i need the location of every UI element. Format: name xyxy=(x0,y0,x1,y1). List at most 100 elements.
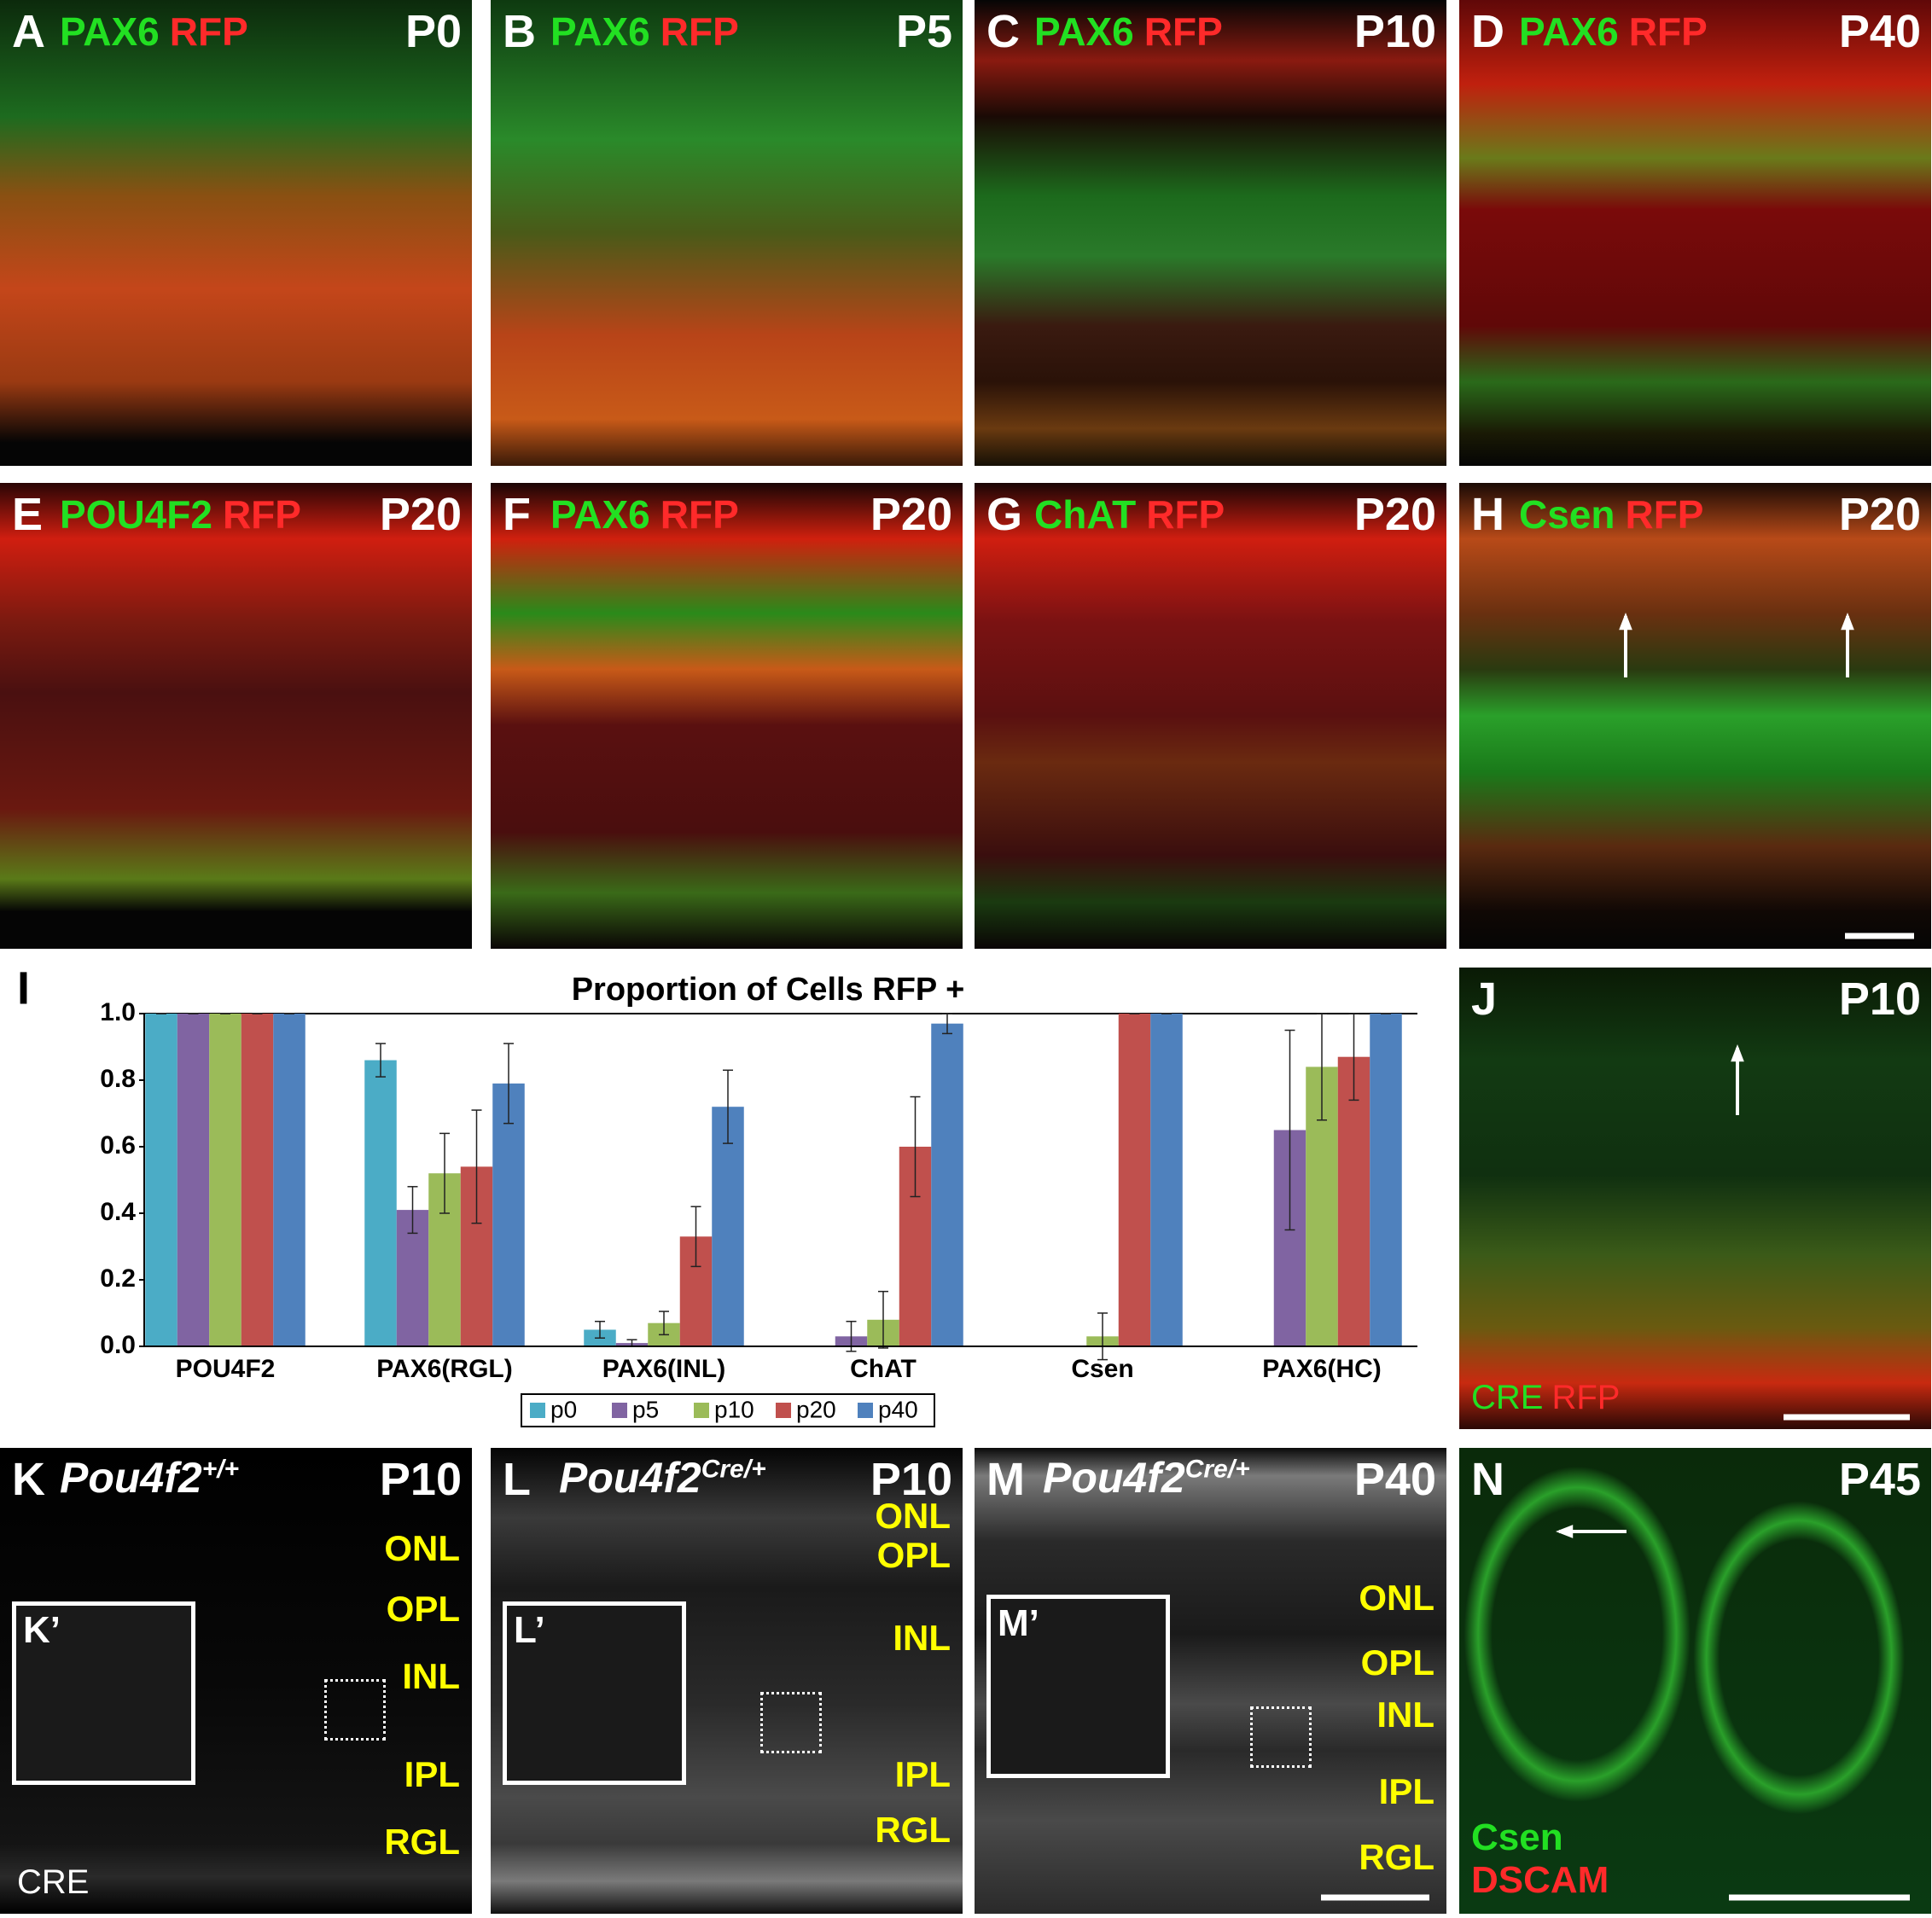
stage-label: P0 xyxy=(404,6,462,57)
genotype: Pou4f2+/+ xyxy=(60,1453,239,1502)
arrow-head xyxy=(1556,1525,1574,1538)
stain-labels: PAX6 RFP xyxy=(550,9,739,55)
legend-swatch xyxy=(776,1403,791,1418)
stain-labels: PAX6 RFP xyxy=(1519,9,1708,55)
allele: Cre/+ xyxy=(701,1455,766,1484)
stage-label: P20 xyxy=(870,489,952,540)
panel-label: J xyxy=(1471,974,1498,1025)
inset-label: K’ xyxy=(23,1609,61,1651)
stain-name: RFP xyxy=(222,492,301,537)
layer-label: IPL xyxy=(894,1754,951,1794)
layer-label: ONL xyxy=(384,1528,460,1568)
inset-label: L’ xyxy=(514,1609,545,1651)
overlay xyxy=(1321,1894,1429,1901)
y-tick-label: 0.0 xyxy=(100,1331,136,1359)
stain-name: PAX6 xyxy=(550,9,650,54)
stain-labels: PAX6 RFP xyxy=(550,491,739,538)
legend-label: p10 xyxy=(714,1396,754,1422)
stain-name: Csen xyxy=(1471,1816,1563,1858)
genotype: Pou4f2Cre/+ xyxy=(559,1453,766,1502)
image-panel: L P10 Pou4f2Cre/+ ONL OPL INL IPL RGL L’ xyxy=(491,1448,963,1914)
layer-label: ONL xyxy=(1359,1578,1434,1618)
bar xyxy=(1370,1014,1402,1346)
arrow-head xyxy=(1841,613,1854,631)
stage-label: P40 xyxy=(1838,6,1921,57)
stage-label: P10 xyxy=(870,1454,952,1505)
image-panel: M P40 Pou4f2Cre/+ ONL OPL INL IPL RGL M’ xyxy=(975,1448,1446,1914)
bar xyxy=(1337,1056,1370,1346)
x-tick-label: POU4F2 xyxy=(176,1355,276,1383)
y-tick-label: 0.4 xyxy=(100,1198,136,1226)
image-panel: H P20 Csen RFP xyxy=(1459,483,1931,949)
layer-label: RGL xyxy=(875,1810,951,1850)
stain-name: POU4F2 xyxy=(60,492,212,537)
legend-swatch xyxy=(612,1403,627,1418)
image-panel: B P5 PAX6 RFP xyxy=(491,0,963,466)
legend-label: p0 xyxy=(550,1396,577,1422)
bar xyxy=(1150,1014,1183,1346)
y-tick-label: 1.0 xyxy=(100,998,136,1026)
layer-label: INL xyxy=(1376,1694,1434,1735)
arrow-head xyxy=(1731,1044,1744,1062)
panel-label: F xyxy=(503,489,531,540)
panel-label: L xyxy=(503,1454,531,1505)
gene-name: Pou4f2 xyxy=(1043,1454,1185,1502)
bar xyxy=(177,1014,210,1346)
stage-label: P20 xyxy=(379,489,462,540)
overlay xyxy=(1731,1044,1910,1421)
panel-label: H xyxy=(1471,489,1504,540)
layer-label: IPL xyxy=(1378,1771,1434,1811)
x-tick-label: PAX6(HC) xyxy=(1262,1355,1381,1383)
x-tick-label: ChAT xyxy=(850,1355,917,1383)
panel-label: C xyxy=(986,6,1020,57)
stage-label: P5 xyxy=(895,6,952,57)
stain-name: PAX6 xyxy=(1034,9,1134,54)
allele: Cre/+ xyxy=(1184,1455,1250,1484)
image-panel: C P10 PAX6 RFP xyxy=(975,0,1446,466)
bar xyxy=(931,1023,963,1346)
chart-title: Proportion of Cells RFP + xyxy=(572,972,965,1008)
panel-label: D xyxy=(1471,6,1504,57)
x-tick-label: PAX6(RGL) xyxy=(376,1355,512,1383)
stain-labels: CRE RFP xyxy=(1471,1379,1620,1417)
stage-label: P20 xyxy=(1838,489,1921,540)
stage-label: P20 xyxy=(1353,489,1436,540)
panel-label: G xyxy=(986,489,1023,540)
image-panel: G P20 ChAT RFP xyxy=(975,483,1446,949)
layer-label: IPL xyxy=(404,1754,460,1794)
inset-box: K’ xyxy=(12,1601,195,1785)
stain-name: ChAT xyxy=(1034,492,1137,537)
overlay xyxy=(1556,1525,1910,1901)
stain-labels: Csen DSCAM xyxy=(1471,1816,1609,1902)
bar xyxy=(364,1060,397,1346)
stain-name: RFP xyxy=(1628,9,1708,54)
legend-label: p5 xyxy=(632,1396,659,1422)
overlay xyxy=(1619,613,1914,939)
panel-label: M xyxy=(986,1454,1025,1505)
inset-box: M’ xyxy=(986,1595,1170,1778)
bar xyxy=(209,1014,242,1346)
panel-label: B xyxy=(503,6,536,57)
stain-name: RFP xyxy=(660,9,739,54)
layer-label: OPL xyxy=(386,1589,460,1629)
stain-name: RFP xyxy=(1143,9,1223,54)
y-tick-label: 0.6 xyxy=(100,1131,136,1160)
stain-name: RFP xyxy=(1551,1379,1621,1416)
layer-label: RGL xyxy=(1359,1837,1434,1877)
legend-swatch xyxy=(530,1403,545,1418)
bar xyxy=(712,1107,744,1346)
legend-label: p20 xyxy=(796,1396,836,1422)
panel-label: I xyxy=(17,968,30,1014)
stain-name: CRE xyxy=(1471,1379,1544,1416)
stage-label: P10 xyxy=(379,1454,462,1505)
y-tick-label: 0.2 xyxy=(100,1264,136,1293)
stage-label: P45 xyxy=(1838,1454,1921,1505)
layer-label: INL xyxy=(893,1618,951,1658)
stain-labels: PAX6 RFP xyxy=(60,9,248,55)
zoom-region xyxy=(760,1692,822,1753)
image-panel: J P10 CRE RFP xyxy=(1459,968,1931,1429)
inset-label: M’ xyxy=(998,1602,1039,1644)
stain-name: RFP xyxy=(1625,492,1704,537)
stain-name: PAX6 xyxy=(1519,9,1619,54)
